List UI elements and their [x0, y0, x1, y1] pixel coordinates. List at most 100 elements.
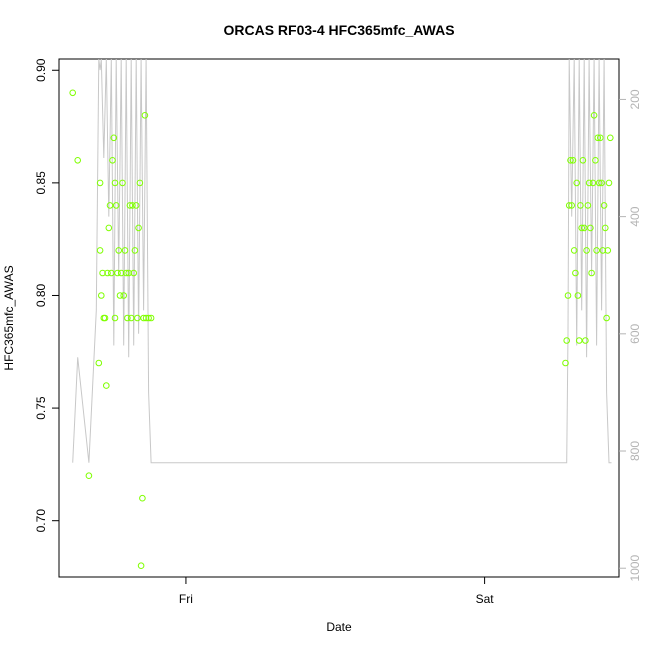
data-point — [132, 202, 140, 209]
y-tick-label: 0.75 — [34, 396, 48, 420]
x-axis: Fri Sat — [179, 577, 494, 606]
data-point — [103, 382, 110, 389]
data-point — [147, 314, 155, 322]
data-point — [104, 269, 111, 277]
data-point — [141, 112, 149, 119]
data-point — [96, 247, 104, 254]
data-point — [572, 269, 579, 277]
data-point — [105, 224, 113, 232]
y2-tick-label: 400 — [628, 206, 642, 226]
data-point — [126, 202, 134, 209]
data-point — [98, 292, 105, 299]
data-point — [592, 157, 599, 164]
line-series-layer — [72, 59, 612, 464]
data-point — [582, 337, 589, 344]
data-point — [575, 337, 583, 344]
points-series-layer — [69, 89, 614, 570]
data-point — [569, 157, 577, 164]
data-point — [69, 89, 76, 97]
data-point — [116, 292, 124, 299]
data-point — [129, 202, 136, 209]
data-point — [110, 134, 118, 142]
data-point — [562, 359, 569, 367]
data-point — [99, 269, 106, 277]
data-point — [597, 134, 604, 142]
y2-axis: 200 400 600 800 1000 — [619, 89, 642, 582]
data-point — [594, 134, 602, 142]
data-point — [584, 202, 592, 209]
data-point — [124, 314, 131, 322]
data-point — [578, 224, 586, 232]
data-point — [567, 157, 574, 164]
data-point — [573, 179, 581, 187]
data-point — [111, 179, 119, 187]
data-point — [120, 292, 127, 299]
pressure-line — [72, 59, 612, 464]
data-point — [603, 314, 610, 322]
data-point — [131, 247, 139, 254]
data-point — [587, 224, 594, 232]
data-point — [117, 269, 125, 277]
data-point — [579, 157, 587, 164]
data-point — [605, 179, 613, 187]
data-point — [564, 292, 572, 299]
data-point — [574, 292, 582, 299]
y-tick-label: 0.80 — [34, 283, 48, 307]
data-point — [85, 472, 93, 480]
data-point — [565, 202, 573, 209]
y-tick-label: 0.90 — [34, 58, 48, 82]
data-point — [111, 314, 119, 322]
data-point — [140, 314, 147, 322]
data-point — [136, 179, 144, 187]
data-point — [137, 562, 145, 570]
data-point — [580, 224, 588, 232]
y2-tick-label: 600 — [628, 323, 642, 343]
data-point — [604, 247, 612, 254]
data-point — [568, 202, 576, 209]
data-point — [602, 224, 609, 232]
data-point — [570, 247, 578, 254]
data-point — [595, 179, 603, 187]
y2-tick-label: 1000 — [628, 555, 642, 582]
data-point — [109, 157, 116, 164]
data-point — [122, 269, 130, 277]
data-point — [577, 202, 584, 209]
data-point — [590, 112, 598, 119]
data-point — [599, 247, 607, 254]
y-axis-label: HFC365mfc_AWAS — [2, 265, 16, 370]
y-tick-label: 0.70 — [34, 509, 48, 533]
data-point — [145, 314, 152, 322]
data-point — [125, 269, 132, 277]
data-point — [96, 179, 104, 187]
plot-frame — [58, 58, 620, 578]
y-tick-label: 0.85 — [34, 171, 48, 195]
data-point — [119, 179, 126, 187]
data-point — [112, 202, 120, 209]
data-point — [127, 314, 135, 322]
y-axis: 0.70 0.75 0.80 0.85 0.90 — [34, 58, 59, 532]
chart-title: ORCAS RF03-4 HFC365mfc_AWAS — [223, 22, 454, 38]
data-point — [108, 269, 115, 277]
data-point — [74, 157, 81, 164]
data-point — [130, 269, 137, 277]
data-point — [135, 224, 142, 232]
data-point — [106, 202, 114, 209]
data-point — [598, 179, 605, 187]
data-point — [139, 494, 146, 502]
data-point — [600, 202, 608, 209]
data-point — [585, 179, 593, 187]
data-point — [607, 134, 614, 142]
x-tick-label: Sat — [476, 592, 495, 606]
data-point — [101, 314, 109, 322]
data-point — [121, 247, 129, 254]
x-axis-label: Date — [326, 620, 352, 634]
data-point — [95, 359, 103, 367]
data-point — [593, 247, 600, 254]
y2-tick-label: 800 — [628, 441, 642, 461]
data-point — [583, 247, 590, 254]
data-point — [589, 179, 597, 187]
y2-tick-label: 200 — [628, 89, 642, 109]
data-point — [588, 269, 595, 277]
data-point — [142, 314, 150, 322]
